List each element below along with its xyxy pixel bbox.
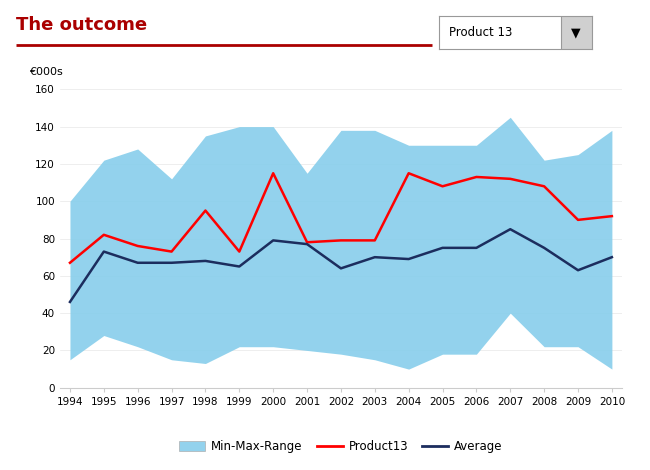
Text: €000s: €000s: [29, 67, 62, 78]
Text: Product 13: Product 13: [449, 26, 513, 39]
Legend: Min-Max-Range, Product13, Average: Min-Max-Range, Product13, Average: [174, 436, 508, 458]
Text: ▼: ▼: [571, 26, 581, 39]
Text: The outcome: The outcome: [16, 16, 148, 34]
Bar: [561, 16, 592, 49]
